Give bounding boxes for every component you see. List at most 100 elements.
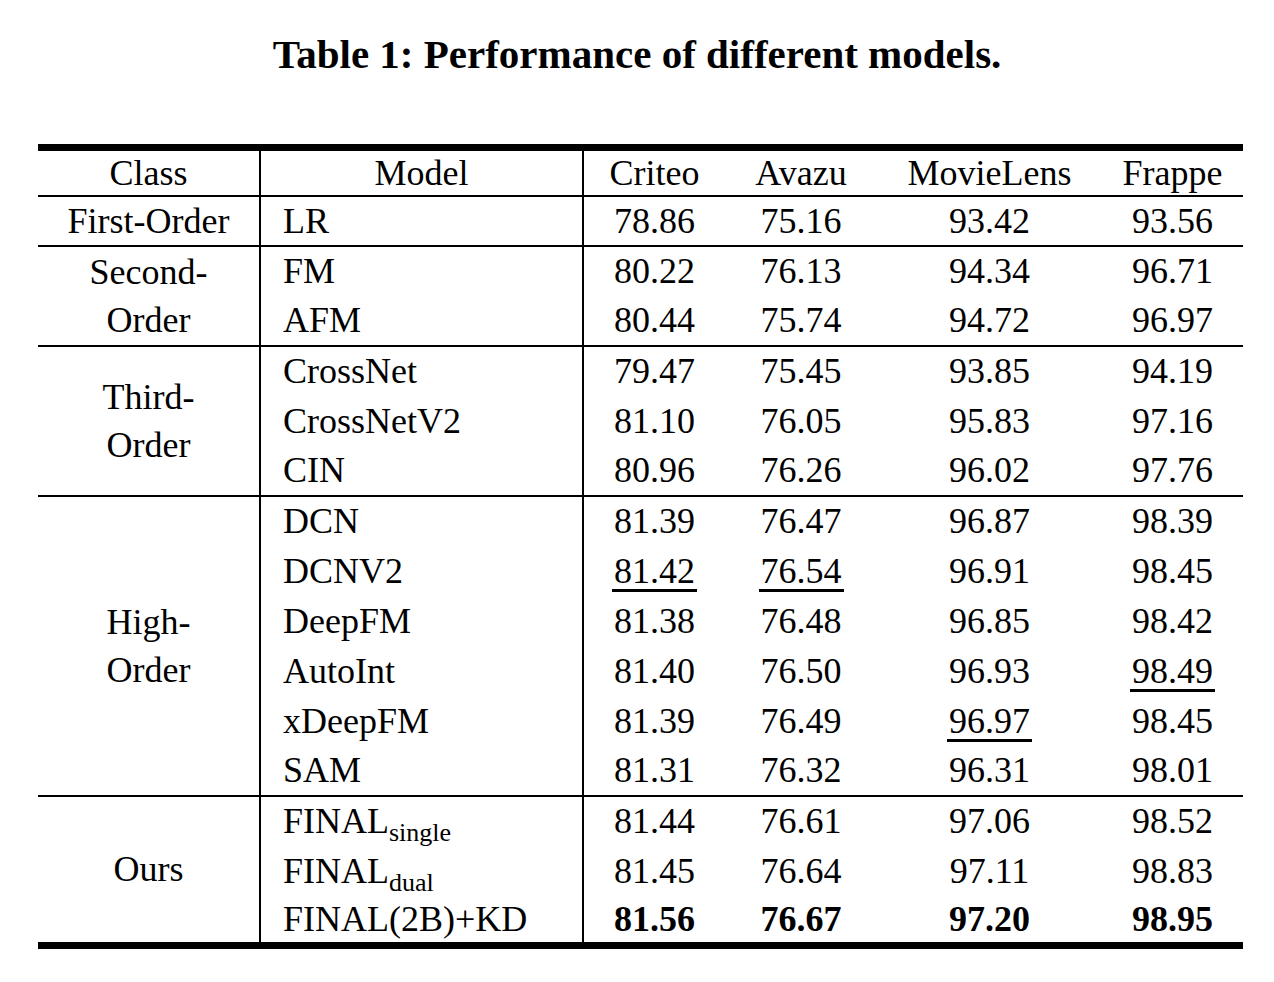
value-cell-frappe: 98.01 (1102, 746, 1243, 796)
value-cell-avazu: 76.32 (725, 746, 877, 796)
value-cell-criteo-underlined: 81.42 (583, 546, 725, 596)
value-cell-movielens: 97.06 (877, 796, 1102, 846)
value-cell-frappe: 96.71 (1102, 246, 1243, 296)
value-cell-movielens: 96.91 (877, 546, 1102, 596)
table-caption: Table 1: Performance of different models… (0, 0, 1274, 78)
value-cell-frappe: 94.19 (1102, 346, 1243, 396)
performance-table: Class Model Criteo Avazu MovieLens Frapp… (38, 144, 1243, 949)
class-cell-second-order: Second- Order (38, 246, 260, 346)
table-row-dcn: High- Order DCN 81.39 76.47 96.87 98.39 (38, 496, 1243, 546)
table-row-lr: First-Order LR 78.86 75.16 93.42 93.56 (38, 196, 1243, 246)
class-cell-first-order: First-Order (38, 196, 260, 246)
model-label: SAM (283, 750, 361, 790)
col-header-avazu: Avazu (725, 148, 877, 196)
model-label: AFM (283, 300, 361, 340)
model-label: FINAL (283, 851, 389, 891)
value-cell-criteo: 81.10 (583, 396, 725, 446)
value-cell-avazu: 76.47 (725, 496, 877, 546)
value-cell-criteo: 78.86 (583, 196, 725, 246)
value-cell-frappe-underlined: 98.49 (1102, 646, 1243, 696)
class-cell-high-order: High- Order (38, 496, 260, 796)
value-cell-frappe: 96.97 (1102, 296, 1243, 346)
second-best-value: 76.54 (759, 553, 844, 592)
value-cell-frappe: 98.52 (1102, 796, 1243, 846)
class-label-line2: Order (38, 646, 259, 694)
model-label: FINAL(2B)+KD (283, 899, 527, 939)
col-header-criteo: Criteo (583, 148, 725, 196)
value-cell-criteo: 81.44 (583, 796, 725, 846)
value-cell-avazu: 75.16 (725, 196, 877, 246)
value-cell-movielens-underlined: 96.97 (877, 696, 1102, 746)
value-cell-movielens: 96.93 (877, 646, 1102, 696)
value-cell-movielens: 96.31 (877, 746, 1102, 796)
value-cell-avazu-best: 76.67 (725, 896, 877, 946)
value-cell-criteo: 79.47 (583, 346, 725, 396)
model-cell: DCNV2 (260, 546, 583, 596)
value-cell-movielens-best: 97.20 (877, 896, 1102, 946)
model-label: FM (283, 251, 335, 291)
value-cell-movielens: 93.42 (877, 196, 1102, 246)
value-cell-movielens: 94.34 (877, 246, 1102, 296)
table-row-fm: Second- Order FM 80.22 76.13 94.34 96.71 (38, 246, 1243, 296)
table-row-final-single: Ours FINALsingle 81.44 76.61 97.06 98.52 (38, 796, 1243, 846)
value-cell-avazu: 76.50 (725, 646, 877, 696)
value-cell-frappe: 98.83 (1102, 846, 1243, 896)
model-cell: CIN (260, 446, 583, 496)
second-best-value: 96.97 (947, 703, 1032, 742)
class-label-line2: Order (38, 421, 259, 469)
model-cell: FINALdual (260, 846, 583, 896)
value-cell-frappe-best: 98.95 (1102, 896, 1243, 946)
class-label-line1: High- (38, 598, 259, 646)
value-cell-frappe: 97.16 (1102, 396, 1243, 446)
value-cell-avazu: 76.13 (725, 246, 877, 296)
value-cell-movielens: 97.11 (877, 846, 1102, 896)
model-label: CIN (283, 450, 345, 490)
value-cell-criteo: 80.22 (583, 246, 725, 296)
model-label: AutoInt (283, 651, 395, 691)
value-cell-criteo: 81.39 (583, 496, 725, 546)
class-cell-third-order: Third- Order (38, 346, 260, 496)
header-row: Class Model Criteo Avazu MovieLens Frapp… (38, 148, 1243, 196)
model-cell: AutoInt (260, 646, 583, 696)
value-cell-frappe: 98.39 (1102, 496, 1243, 546)
col-header-class: Class (38, 148, 260, 196)
value-cell-avazu: 75.74 (725, 296, 877, 346)
value-cell-avazu-underlined: 76.54 (725, 546, 877, 596)
model-cell: xDeepFM (260, 696, 583, 746)
value-cell-movielens: 94.72 (877, 296, 1102, 346)
class-label-line1: Second- (38, 248, 259, 296)
model-label: xDeepFM (283, 701, 429, 741)
model-label: DCNV2 (283, 551, 403, 591)
model-cell: DeepFM (260, 596, 583, 646)
value-cell-movielens: 96.85 (877, 596, 1102, 646)
second-best-value: 98.49 (1130, 653, 1215, 692)
model-label: FINAL (283, 801, 389, 841)
value-cell-criteo: 81.39 (583, 696, 725, 746)
value-cell-avazu: 76.48 (725, 596, 877, 646)
value-cell-criteo: 81.40 (583, 646, 725, 696)
model-label: CrossNetV2 (283, 401, 461, 441)
value-cell-movielens: 95.83 (877, 396, 1102, 446)
col-header-movielens: MovieLens (877, 148, 1102, 196)
value-cell-criteo-best: 81.56 (583, 896, 725, 946)
class-label-line2: Order (38, 296, 259, 344)
model-label: CrossNet (283, 351, 417, 391)
class-cell-ours: Ours (38, 796, 260, 946)
model-cell: AFM (260, 296, 583, 346)
value-cell-criteo: 81.31 (583, 746, 725, 796)
value-cell-avazu: 76.61 (725, 796, 877, 846)
model-cell: FINALsingle (260, 796, 583, 846)
col-header-frappe: Frappe (1102, 148, 1243, 196)
model-cell: DCN (260, 496, 583, 546)
model-cell: CrossNetV2 (260, 396, 583, 446)
value-cell-criteo: 81.38 (583, 596, 725, 646)
value-cell-criteo: 80.96 (583, 446, 725, 496)
value-cell-frappe: 98.42 (1102, 596, 1243, 646)
model-cell: CrossNet (260, 346, 583, 396)
value-cell-avazu: 75.45 (725, 346, 877, 396)
model-cell: LR (260, 196, 583, 246)
value-cell-frappe: 97.76 (1102, 446, 1243, 496)
model-subscript: single (389, 818, 451, 847)
value-cell-movielens: 96.87 (877, 496, 1102, 546)
class-label: Ours (38, 845, 259, 893)
